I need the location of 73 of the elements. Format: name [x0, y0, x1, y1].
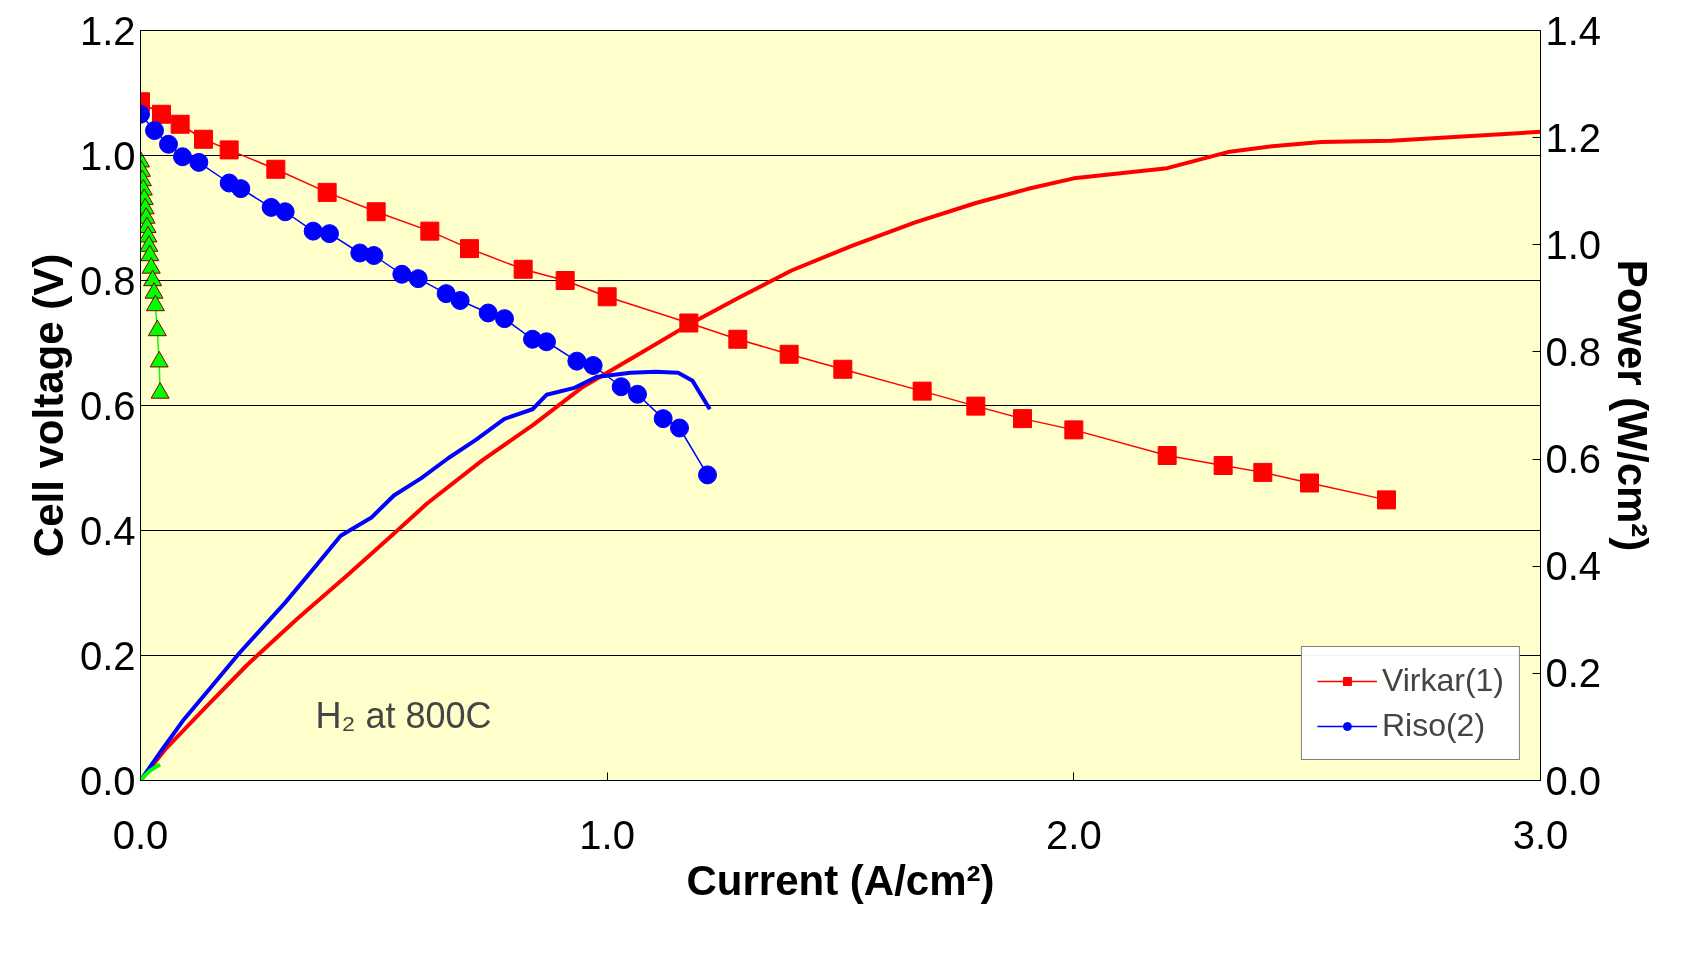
y2-tick-label: 1.0	[1545, 222, 1602, 267]
point	[436, 284, 456, 304]
y2-tick-label: 0.0	[1545, 758, 1602, 803]
annotation: H₂ at 800C	[315, 694, 492, 736]
y2-tick-label: 0.4	[1545, 544, 1602, 589]
point	[478, 303, 498, 323]
point	[420, 221, 440, 241]
point	[1013, 409, 1032, 429]
y-tick-label: 0.2	[79, 633, 136, 678]
point	[513, 259, 533, 279]
point	[450, 291, 470, 310]
point	[145, 121, 164, 140]
point	[194, 129, 213, 149]
x-axis-title: Current (A/cm²)	[686, 856, 995, 904]
point	[537, 332, 556, 352]
y2-axis-title: Power (W/cm²)	[1609, 259, 1657, 552]
y-tick-label: 0.0	[79, 758, 136, 803]
point	[833, 359, 853, 379]
point	[317, 182, 337, 202]
y-tick-label: 1.2	[79, 8, 136, 53]
y2-tick-label: 1.4	[1545, 8, 1602, 53]
point	[320, 224, 339, 244]
y-tick-label: 0.6	[79, 383, 136, 428]
y2-tick-label: 1.2	[1545, 115, 1602, 160]
point	[408, 269, 428, 289]
x-tick-label: 3.0	[1512, 812, 1569, 857]
point	[611, 377, 631, 397]
y2-tick-label: 0.6	[1545, 437, 1602, 482]
y-tick-label: 0.8	[79, 258, 136, 303]
point	[275, 202, 295, 222]
point	[912, 381, 932, 401]
point	[266, 159, 286, 179]
point	[670, 418, 689, 438]
point	[779, 344, 799, 364]
x-tick-label: 1.0	[579, 812, 635, 857]
y-tick-label: 1.0	[79, 133, 136, 178]
point	[1157, 446, 1177, 465]
point	[392, 264, 412, 284]
point	[583, 356, 603, 375]
point	[152, 104, 171, 124]
point	[1253, 462, 1273, 482]
point	[364, 246, 384, 265]
point	[1064, 420, 1084, 440]
point	[597, 287, 617, 307]
y2-tick-label: 0.2	[1545, 651, 1602, 696]
point	[159, 134, 178, 154]
legend-label: Riso(2)	[1381, 707, 1486, 744]
x-tick-label: 2.0	[1046, 812, 1102, 857]
point	[698, 465, 717, 485]
point	[170, 114, 190, 134]
point	[189, 152, 209, 172]
point	[219, 140, 239, 160]
y2-tick-label: 0.8	[1545, 329, 1602, 374]
line-series	[140, 762, 163, 781]
point	[628, 384, 647, 404]
point	[460, 239, 479, 259]
point	[653, 409, 673, 429]
point	[1377, 490, 1396, 510]
x-tick-label: 0.0	[112, 812, 169, 857]
point	[1300, 473, 1319, 493]
point	[728, 329, 748, 349]
point	[966, 396, 986, 416]
point	[555, 271, 575, 290]
point	[366, 202, 386, 222]
legend-label: Virkar(1)	[1381, 662, 1504, 699]
point	[567, 351, 587, 371]
point	[173, 147, 192, 167]
y-tick-label: 0.4	[79, 508, 136, 553]
y-axis-title: Cell voltage (V)	[24, 253, 72, 558]
point	[495, 309, 514, 329]
point	[303, 221, 323, 241]
point	[231, 179, 251, 199]
point	[1213, 456, 1233, 475]
